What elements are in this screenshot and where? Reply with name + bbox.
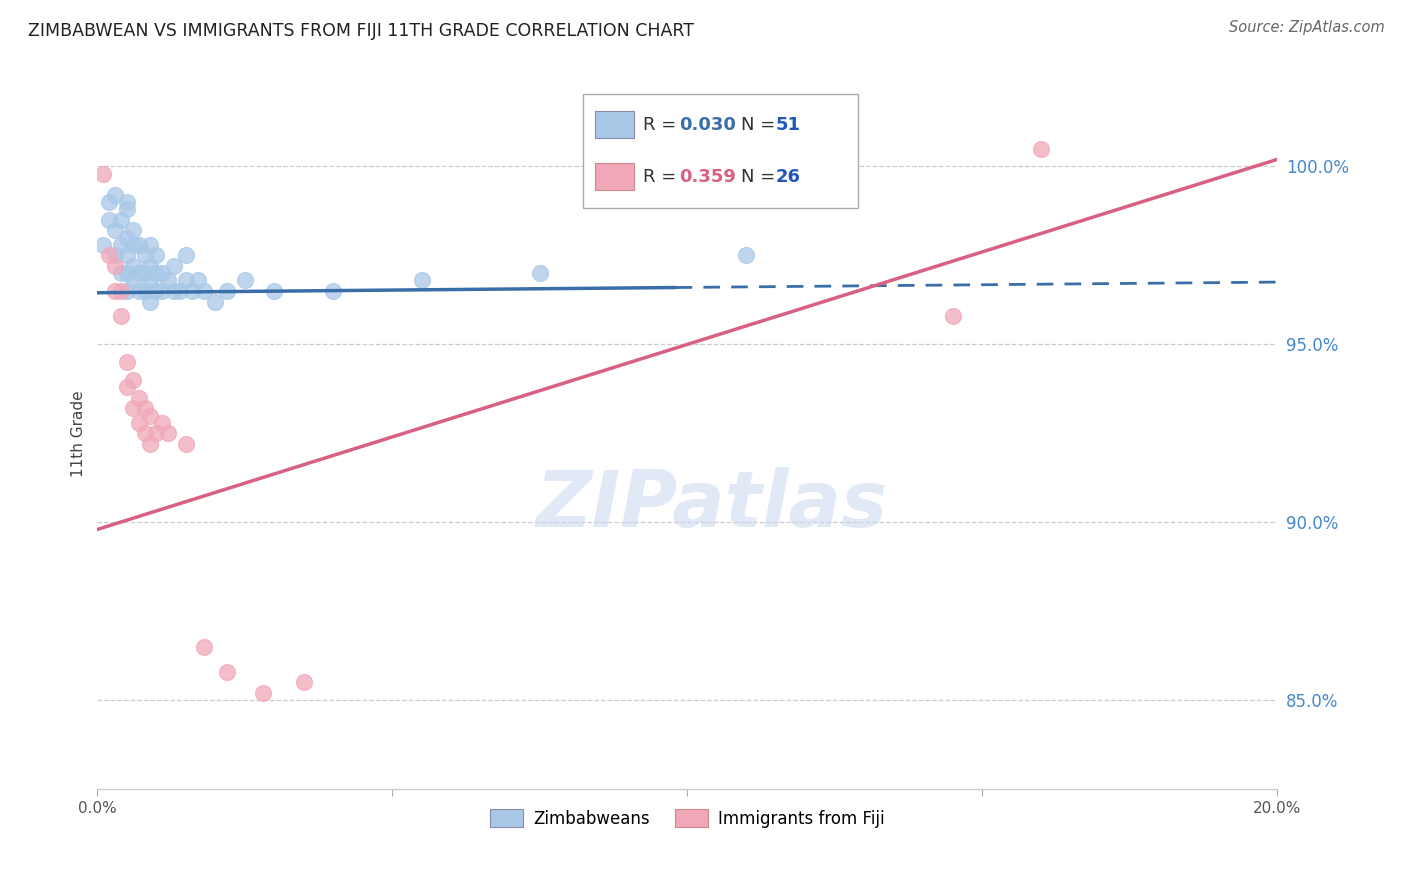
Point	[157, 273, 180, 287]
Text: 0.030: 0.030	[679, 116, 735, 134]
Point	[115, 355, 138, 369]
Point	[193, 640, 215, 654]
Point	[104, 248, 127, 262]
Point	[110, 284, 132, 298]
Point	[121, 373, 143, 387]
Point	[217, 665, 239, 679]
Point	[121, 273, 143, 287]
Point	[263, 284, 285, 298]
Point	[180, 284, 202, 298]
Point	[134, 426, 156, 441]
Point	[529, 266, 551, 280]
Point	[121, 223, 143, 237]
Point	[91, 237, 114, 252]
Point	[115, 194, 138, 209]
Point	[174, 273, 197, 287]
Text: 0.359: 0.359	[679, 168, 735, 186]
Point	[292, 675, 315, 690]
Point	[128, 416, 150, 430]
Point	[233, 273, 256, 287]
Text: N =: N =	[741, 168, 780, 186]
Point	[735, 248, 758, 262]
Point	[174, 437, 197, 451]
Point	[411, 273, 433, 287]
Point	[110, 309, 132, 323]
Point	[115, 284, 138, 298]
Point	[150, 284, 173, 298]
Legend: Zimbabweans, Immigrants from Fiji: Zimbabweans, Immigrants from Fiji	[484, 803, 891, 834]
Point	[139, 409, 162, 423]
Point	[169, 284, 191, 298]
Point	[110, 266, 132, 280]
Text: 26: 26	[776, 168, 801, 186]
Point	[91, 167, 114, 181]
Point	[150, 266, 173, 280]
Point	[121, 259, 143, 273]
Point	[145, 248, 167, 262]
Point	[121, 237, 143, 252]
Point	[163, 259, 186, 273]
Point	[139, 237, 162, 252]
Point	[104, 259, 127, 273]
Text: R =: R =	[643, 168, 682, 186]
Point	[128, 391, 150, 405]
Point	[128, 284, 150, 298]
Point	[115, 380, 138, 394]
Text: ZIMBABWEAN VS IMMIGRANTS FROM FIJI 11TH GRADE CORRELATION CHART: ZIMBABWEAN VS IMMIGRANTS FROM FIJI 11TH …	[28, 22, 695, 40]
Point	[193, 284, 215, 298]
Point	[187, 273, 209, 287]
Point	[139, 294, 162, 309]
Point	[110, 212, 132, 227]
Point	[128, 266, 150, 280]
Y-axis label: 11th Grade: 11th Grade	[72, 390, 86, 476]
Point	[115, 266, 138, 280]
Text: 51: 51	[776, 116, 801, 134]
Point	[204, 294, 226, 309]
Point	[139, 273, 162, 287]
Point	[145, 266, 167, 280]
Point	[217, 284, 239, 298]
Point	[157, 426, 180, 441]
Point	[115, 202, 138, 216]
Text: N =: N =	[741, 116, 780, 134]
Text: ZIPatlas: ZIPatlas	[534, 467, 887, 542]
Point	[134, 248, 156, 262]
Point	[134, 284, 156, 298]
Point	[104, 187, 127, 202]
Point	[134, 401, 156, 416]
Point	[104, 223, 127, 237]
Point	[98, 248, 121, 262]
Point	[134, 266, 156, 280]
Point	[121, 401, 143, 416]
Point	[174, 248, 197, 262]
Text: R =: R =	[643, 116, 682, 134]
Point	[322, 284, 344, 298]
Point	[115, 230, 138, 244]
Point	[128, 237, 150, 252]
Point	[139, 259, 162, 273]
Point	[252, 686, 274, 700]
Point	[163, 284, 186, 298]
Point	[1031, 142, 1053, 156]
Point	[98, 194, 121, 209]
Point	[150, 416, 173, 430]
Point	[104, 284, 127, 298]
Point	[110, 237, 132, 252]
Point	[145, 284, 167, 298]
Point	[115, 248, 138, 262]
Point	[145, 426, 167, 441]
Point	[942, 309, 965, 323]
Point	[139, 437, 162, 451]
Text: Source: ZipAtlas.com: Source: ZipAtlas.com	[1229, 20, 1385, 35]
Point	[98, 212, 121, 227]
